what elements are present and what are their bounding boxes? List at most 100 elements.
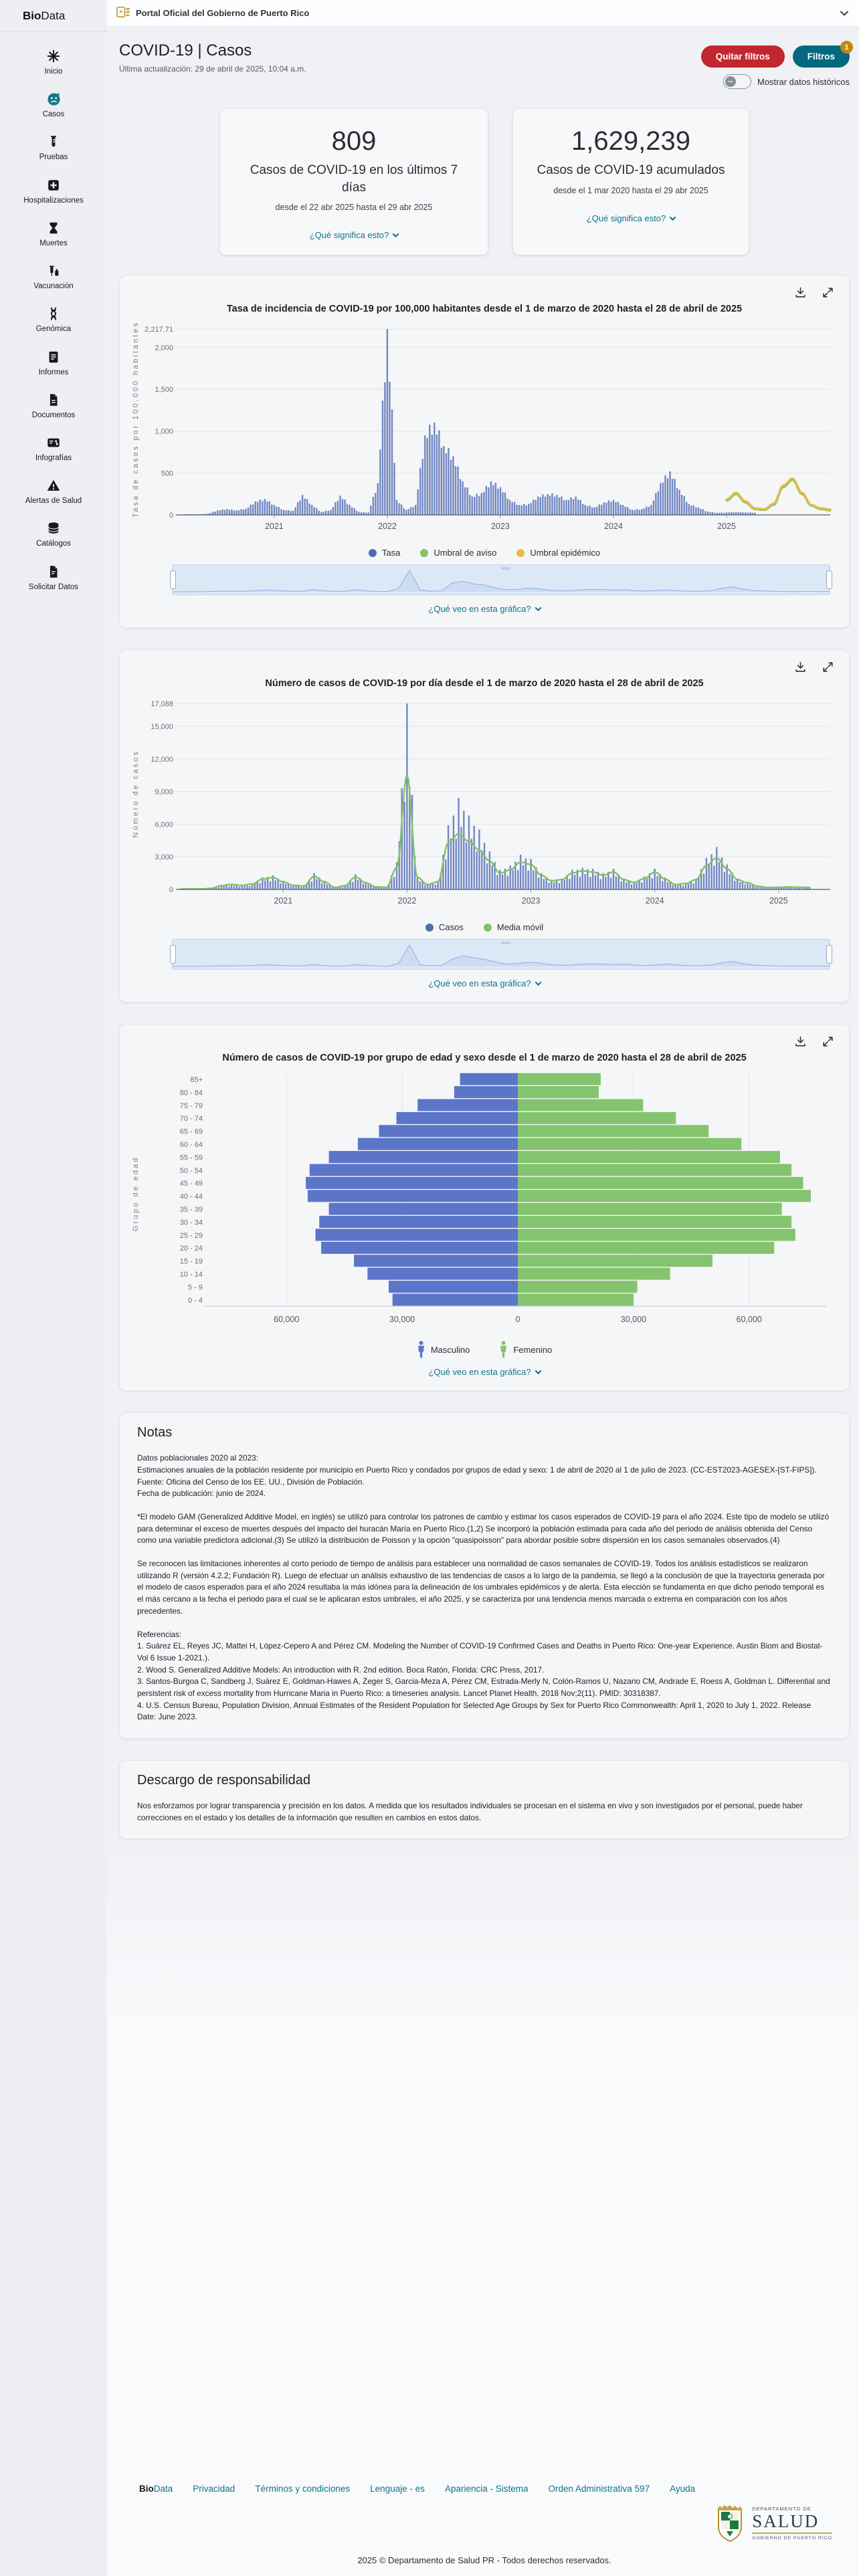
svg-text:60,000: 60,000 <box>274 1315 299 1324</box>
expand-chart-icon[interactable] <box>822 286 834 299</box>
sidebar-item-alertas[interactable]: Alertas de Salud <box>0 470 107 513</box>
navigator-right-handle[interactable] <box>826 570 832 590</box>
chevron-down-icon <box>535 605 542 612</box>
what-do-i-see-link[interactable]: ¿Qué veo en esta gráfica? <box>424 603 544 615</box>
legend-marker <box>516 548 525 557</box>
sidebar-item-label: Muertes <box>39 239 68 247</box>
document-icon <box>45 392 62 408</box>
hourglass-icon <box>45 220 62 236</box>
filters-button[interactable]: Filtros <box>792 45 850 68</box>
footer-link-biodata[interactable]: BioData <box>139 2484 173 2494</box>
what-do-i-see-link[interactable]: ¿Qué veo en esta gráfica? <box>424 1366 544 1378</box>
what-does-this-mean-link[interactable]: ¿Qué significa esto? <box>306 229 403 241</box>
sick-face-icon <box>45 91 62 107</box>
svg-text:0: 0 <box>516 1315 520 1324</box>
alert-triangle-icon <box>45 477 62 494</box>
svg-text:15 - 19: 15 - 19 <box>180 1258 203 1266</box>
sidebar-item-catalogos[interactable]: Catálogos <box>0 513 107 556</box>
navigator-left-handle[interactable] <box>170 945 176 964</box>
salud-coat-of-arms-icon <box>717 2505 743 2543</box>
app-logo-rest: Data <box>41 9 66 22</box>
report-icon <box>45 349 62 365</box>
chart-range-navigator[interactable] <box>170 939 832 970</box>
legend-item[interactable]: Masculino <box>417 1341 470 1358</box>
svg-text:5 - 9: 5 - 9 <box>188 1284 203 1292</box>
stat-value: 809 <box>331 126 377 156</box>
sidebar-item-hospitalizaciones[interactable]: Hospitalizaciones <box>0 170 107 213</box>
svg-text:1,500: 1,500 <box>155 386 173 394</box>
navigator-grip[interactable] <box>501 942 510 945</box>
footer-link-orden[interactable]: Orden Administrativa 597 <box>548 2484 650 2494</box>
notes-paragraph: Datos poblacionales 2020 al 2023: <box>137 1453 259 1463</box>
sidebar-item-casos[interactable]: Casos <box>0 84 107 126</box>
historic-data-toggle[interactable] <box>723 74 751 89</box>
svg-text:12,000: 12,000 <box>151 756 173 764</box>
sidebar-item-vacunacion[interactable]: Vacunación <box>0 255 107 298</box>
remove-filters-button[interactable]: Quitar filtros <box>700 45 785 68</box>
footer-link-terminos[interactable]: Términos y condiciones <box>255 2484 351 2494</box>
footer: BioData Privacidad Términos y condiciones L… <box>107 2454 859 2576</box>
footer-link-ayuda[interactable]: Ayuda <box>670 2484 696 2494</box>
download-chart-icon[interactable] <box>794 286 807 299</box>
notes-paragraph: 1. Suárez EL, Reyes JC, Mattei H, López-… <box>137 1641 823 1662</box>
app-logo[interactable]: BioData <box>0 0 107 31</box>
incidence-rate-panel: Tasa de incidencia de COVID-19 por 100,0… <box>119 275 850 629</box>
copyright: 2025 © Departamento de Salud PR - Todos … <box>357 2555 611 2565</box>
navigator-grip[interactable] <box>501 567 510 570</box>
page-title: COVID-19 | Casos <box>119 41 252 60</box>
sidebar-item-solicitar[interactable]: Solicitar Datos <box>0 556 107 599</box>
chart-title: Número de casos de COVID-19 por día desd… <box>265 678 704 689</box>
notes-title: Notas <box>137 1425 173 1440</box>
sidebar-item-inicio[interactable]: Inicio <box>0 41 107 84</box>
notes-block: Se reconocen las limitaciones inherentes… <box>137 1558 832 1617</box>
notes-block: *El modelo GAM (Generalized Additive Mod… <box>137 1511 832 1547</box>
legend-item[interactable]: Casos <box>425 922 464 932</box>
svg-text:2021: 2021 <box>274 896 292 905</box>
what-does-this-mean-link[interactable]: ¿Qué significa esto? <box>583 213 680 224</box>
y-axis-label: Número de casos <box>132 749 140 838</box>
stat-date-range: desde el 1 mar 2020 hasta el 29 abr 2025 <box>553 185 708 195</box>
svg-text:1,000: 1,000 <box>155 428 173 436</box>
chevron-down-icon <box>392 231 399 238</box>
sidebar-item-genomica[interactable]: Genómica <box>0 298 107 341</box>
sidebar-item-documentos[interactable]: Documentos <box>0 385 107 427</box>
legend-item[interactable]: Femenino <box>499 1341 552 1358</box>
age-sex-pyramid-chart[interactable]: 60,000 30,000 0 30,000 60,000 85+ 80 - 84 75 - … <box>130 1069 840 1331</box>
legend-item[interactable]: Tasa <box>368 548 400 558</box>
footer-link-privacidad[interactable]: Privacidad <box>193 2484 235 2494</box>
expand-chart-icon[interactable] <box>822 1035 834 1048</box>
notes-body: Datos poblacionales 2020 al 2023: Estimac… <box>137 1453 832 1723</box>
footer-link-apariencia[interactable]: Apariencia - Sistema <box>444 2484 529 2494</box>
database-icon <box>45 520 62 536</box>
test-tube-icon <box>45 134 62 150</box>
svg-text:55 - 59: 55 - 59 <box>180 1154 203 1162</box>
navigator-right-handle[interactable] <box>826 945 832 964</box>
footer-link-lenguaje[interactable]: Lenguaje - es <box>370 2484 425 2494</box>
chart-legend: Tasa Umbral de aviso Umbral epidémico <box>129 548 840 558</box>
daily-cases-chart[interactable]: 0 3,000 6,000 9,000 12,000 15,000 17,088 2021 20… <box>130 694 840 916</box>
download-chart-icon[interactable] <box>794 661 807 673</box>
chevron-down-icon <box>669 213 676 221</box>
chart-legend: Casos Media móvil <box>129 922 840 932</box>
sidebar-item-label: Catálogos <box>36 540 71 548</box>
last-updated: Última actualización: 29 de abril de 202… <box>119 64 306 74</box>
sidebar-item-infografias[interactable]: Infografías <box>0 427 107 470</box>
sidebar-item-muertes[interactable]: Muertes <box>0 213 107 255</box>
legend-item[interactable]: Umbral de aviso <box>420 548 496 558</box>
expand-chart-icon[interactable] <box>822 661 834 673</box>
sidebar-item-label: Inicio <box>44 68 63 76</box>
incidence-rate-chart[interactable]: 0 500 1,000 1,500 2,000 2,217.71 2021 2022 2023 2… <box>130 320 840 542</box>
legend-item[interactable]: Umbral epidémico <box>516 548 600 558</box>
what-do-i-see-link[interactable]: ¿Qué veo en esta gráfica? <box>424 978 544 989</box>
svg-text:2025: 2025 <box>769 896 788 905</box>
chart-range-navigator[interactable] <box>170 564 832 596</box>
legend-item[interactable]: Media móvil <box>483 922 543 932</box>
download-chart-icon[interactable] <box>794 1035 807 1048</box>
svg-text:65 - 69: 65 - 69 <box>180 1128 203 1136</box>
sidebar-item-informes[interactable]: Informes <box>0 342 107 385</box>
sidebar-item-pruebas[interactable]: Pruebas <box>0 126 107 169</box>
navigator-left-handle[interactable] <box>170 570 176 590</box>
svg-text:40 - 44: 40 - 44 <box>180 1193 203 1201</box>
banner-chevron-down-icon[interactable] <box>839 8 850 19</box>
